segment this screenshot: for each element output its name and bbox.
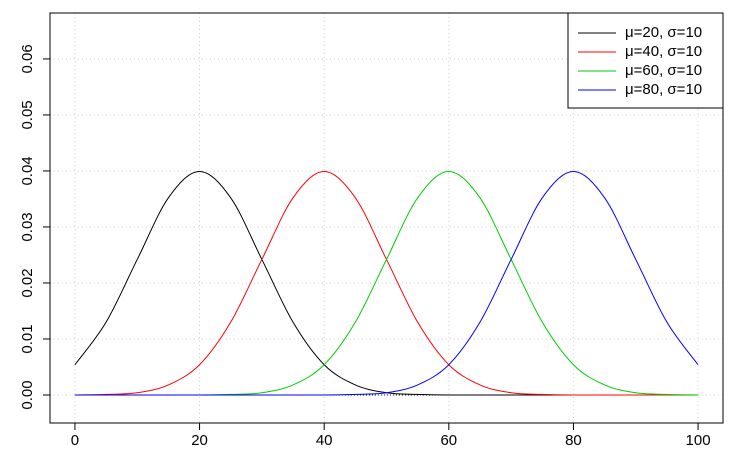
y-tick-label: 0.01 [19,324,36,353]
legend-label: μ=60, σ=10 [625,62,702,79]
x-tick-label: 20 [191,432,208,449]
legend-label: μ=80, σ=10 [625,81,702,98]
legend-label: μ=20, σ=10 [625,24,702,41]
y-tick-label: 0.02 [19,268,36,297]
legend-label: μ=40, σ=10 [625,43,702,60]
y-tick-label: 0.06 [19,44,36,73]
legend-box [567,12,724,109]
y-tick-label: 0.04 [19,156,36,185]
x-tick-label: 40 [316,432,333,449]
x-tick-label: 100 [686,432,711,449]
y-tick-label: 0.05 [19,100,36,129]
x-tick-label: 0 [71,432,79,449]
legend: μ=20, σ=10 μ=40, σ=10 μ=60, σ=10 μ=80, σ=10 [567,12,724,109]
data-line [74,171,699,396]
plot-frame [49,12,724,424]
x-tick-label: 80 [565,432,582,449]
y-tick-label: 0.03 [19,212,36,241]
x-tick-label: 60 [440,432,457,449]
y-tick-label: 0.00 [19,380,36,409]
